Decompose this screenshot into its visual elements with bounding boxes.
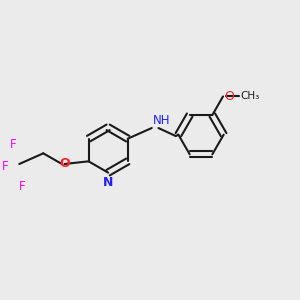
Text: O: O <box>59 158 70 170</box>
Text: F: F <box>2 160 9 173</box>
Text: N: N <box>103 176 113 189</box>
Text: F: F <box>10 138 16 151</box>
Text: F: F <box>19 180 25 193</box>
Text: CH₃: CH₃ <box>240 92 260 101</box>
Text: O: O <box>224 90 234 103</box>
Text: NH: NH <box>153 114 171 127</box>
